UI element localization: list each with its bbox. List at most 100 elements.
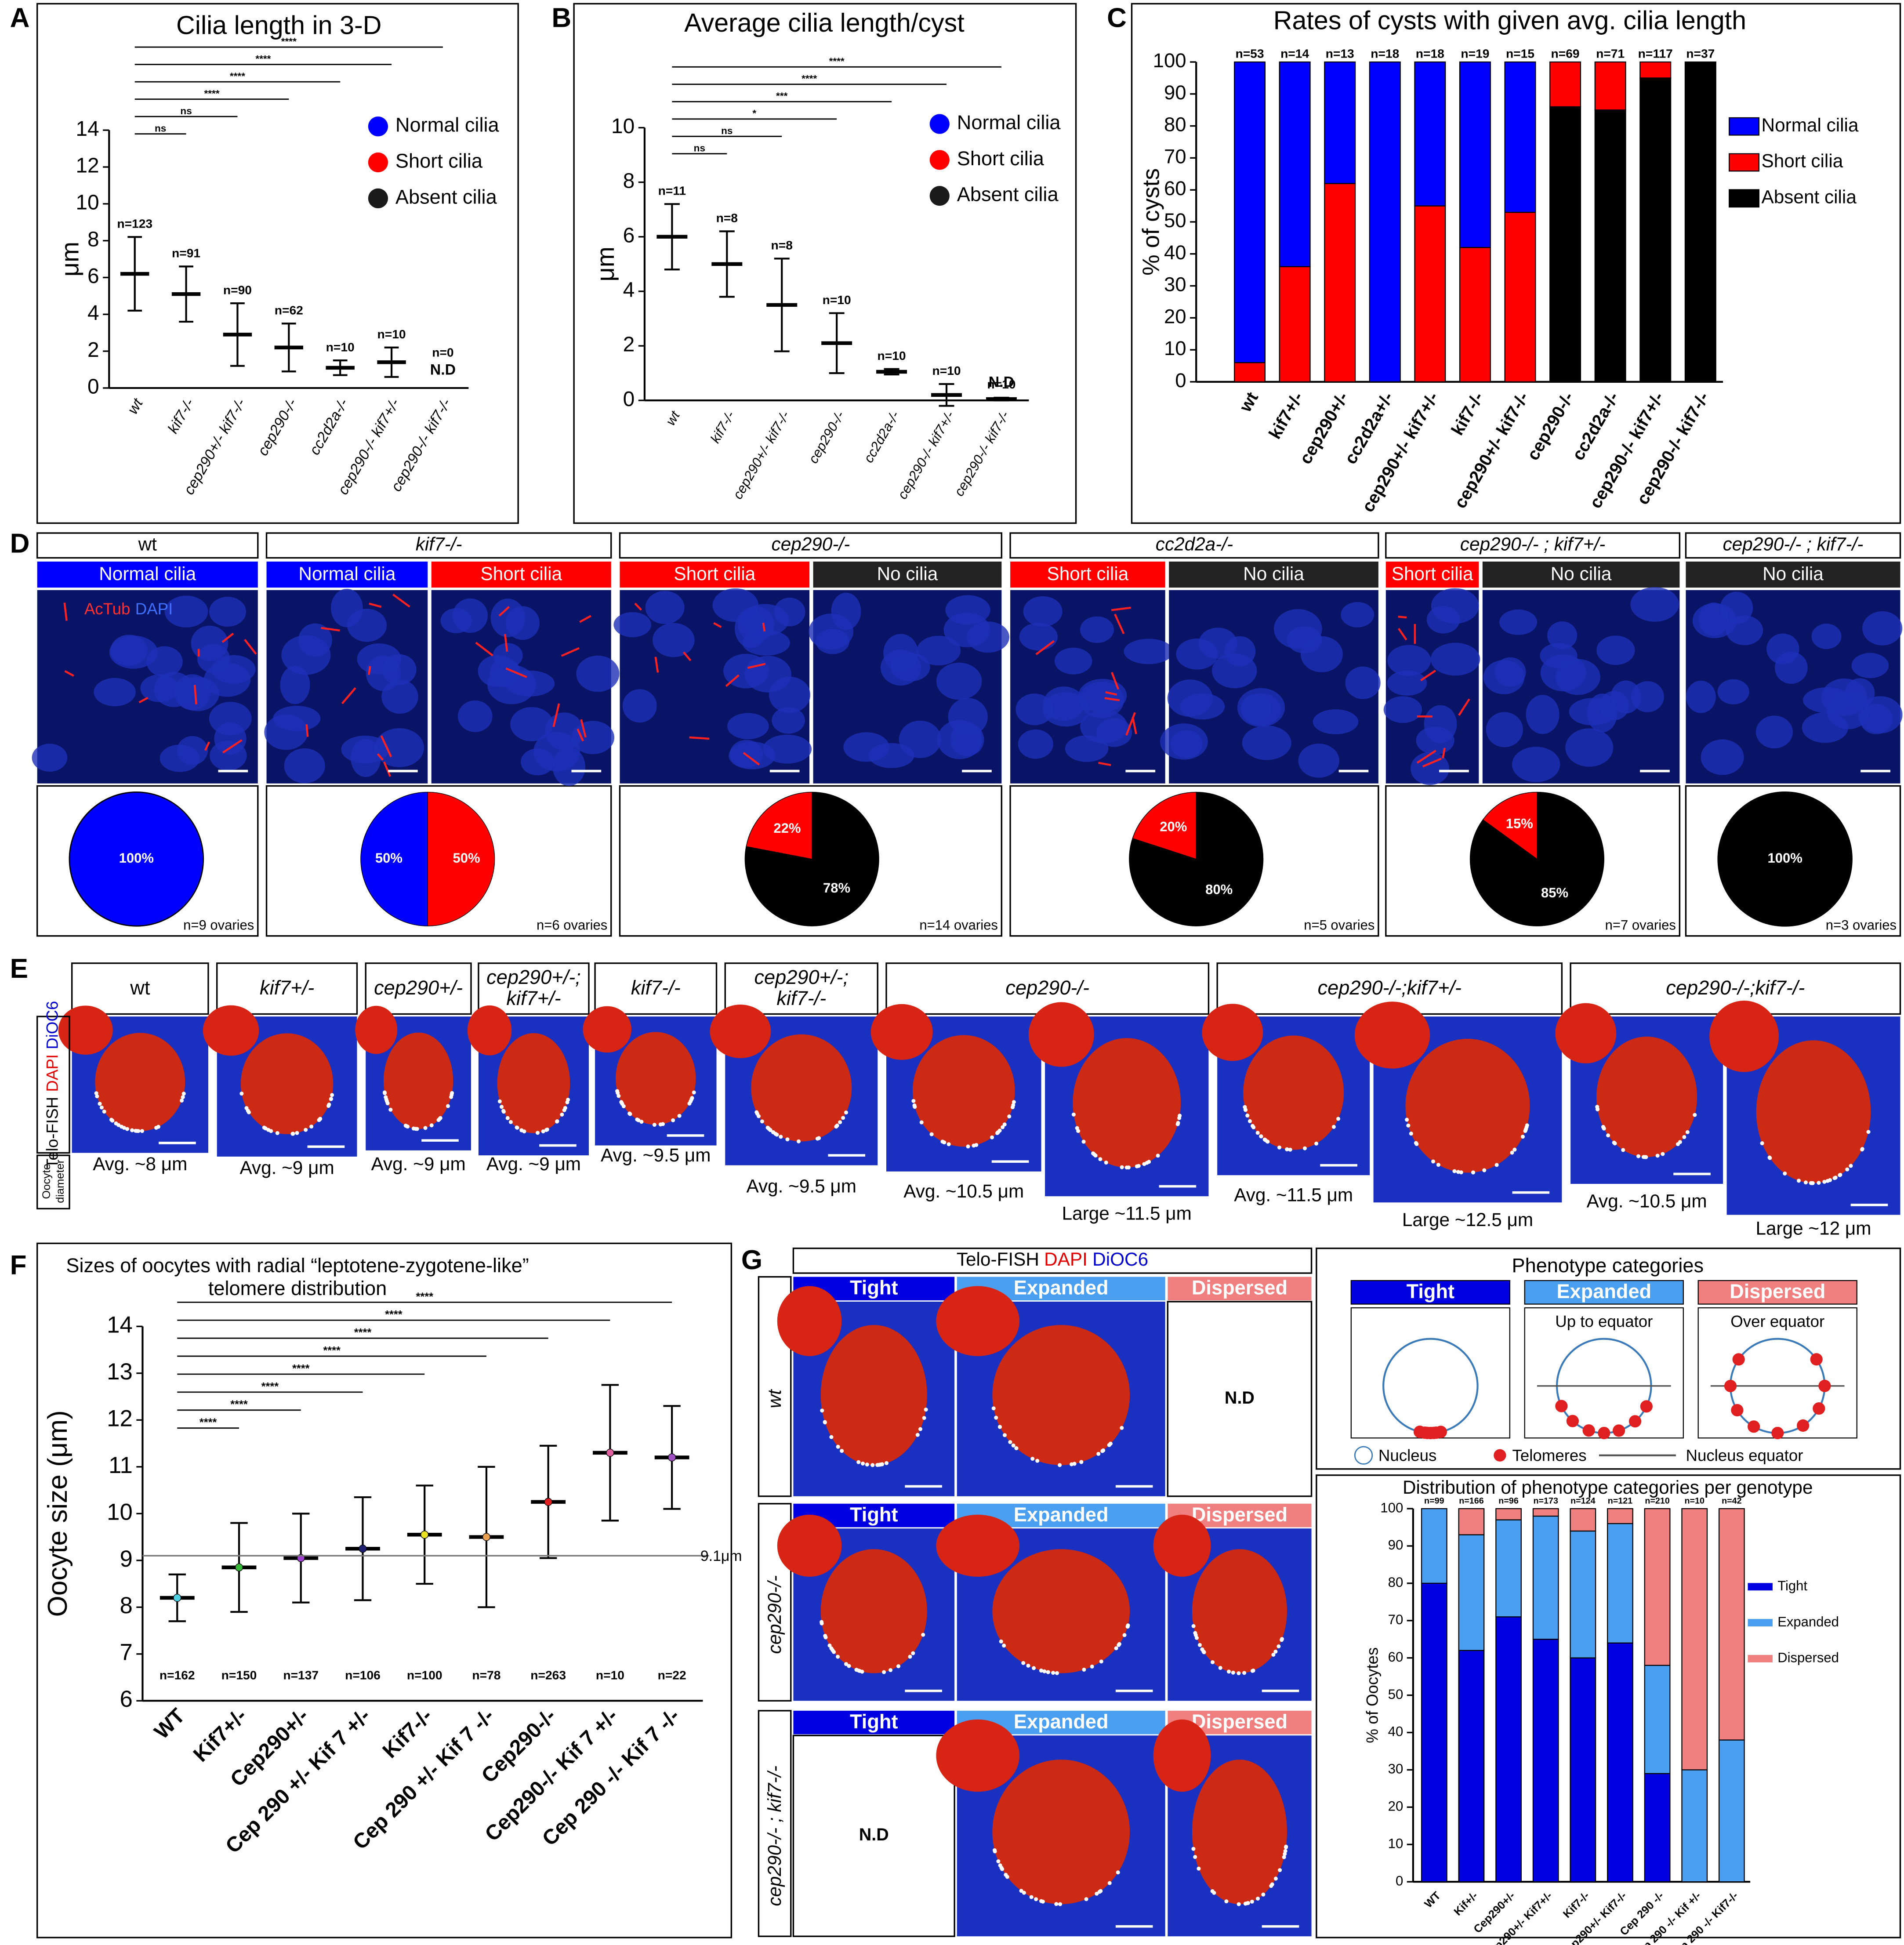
telomere [771, 1130, 776, 1135]
telomere [1046, 1670, 1050, 1674]
nucleus [1015, 693, 1054, 726]
nucleus [1240, 693, 1272, 723]
y-tick-label: 10 [1388, 1836, 1404, 1851]
bar-segment [1681, 1508, 1708, 1771]
bar-segment [1504, 211, 1536, 382]
telomere [1832, 1176, 1837, 1180]
nucleus [1080, 616, 1114, 643]
telomere [1606, 1133, 1610, 1138]
telomere [884, 1461, 889, 1465]
caption: Avg. ~9.5 μm [601, 1145, 711, 1165]
row-label-box [758, 1276, 792, 1497]
telomere [999, 1865, 1004, 1870]
telomere [1822, 1179, 1827, 1184]
n-label: n=8 [771, 238, 793, 252]
significance-label: **** [829, 56, 845, 67]
n-label: n=71 [1596, 47, 1625, 61]
cilium [552, 703, 560, 727]
n-label: n=123 [117, 217, 152, 231]
telomere [156, 1125, 160, 1129]
telomere [1845, 1167, 1850, 1172]
y-tick-label: 8 [623, 169, 635, 192]
telomere [1825, 1179, 1830, 1183]
header-label: Telo-FISH DAPI DiOC6 [957, 1249, 1148, 1270]
telomere [1248, 1119, 1252, 1123]
telomere [836, 1655, 840, 1659]
mean-dot [482, 1533, 491, 1541]
telomere [1156, 1154, 1160, 1158]
cilium [1104, 697, 1120, 701]
x-tick-label: kif7-/- [1447, 389, 1487, 439]
x-tick-label: Kif7-/- [1561, 1890, 1592, 1921]
row-label: wt [764, 1389, 785, 1408]
telomere [911, 1651, 915, 1655]
telomere [1012, 1100, 1016, 1104]
nucleus [622, 689, 657, 723]
n-label: n=162 [160, 1668, 195, 1682]
nucleus [154, 672, 194, 707]
telomere [1117, 1643, 1121, 1647]
pie-slice [1132, 791, 1197, 860]
pie-label: 80% [1205, 882, 1233, 897]
telomere [947, 1142, 951, 1147]
legend-icon [1494, 1449, 1506, 1462]
x-tick-label: kif7+/- [1265, 389, 1307, 443]
telomere [1193, 1631, 1197, 1635]
cilium [1111, 672, 1120, 690]
telomere [635, 1117, 639, 1121]
cilium [204, 741, 210, 751]
telomere [180, 1098, 184, 1103]
telomere-dot [1555, 1400, 1568, 1412]
telomere [652, 1123, 656, 1127]
nucleus [1756, 1040, 1871, 1183]
significance-label: **** [281, 36, 297, 47]
telomere [1414, 1141, 1418, 1145]
cilium [475, 642, 493, 657]
telomere [1191, 1624, 1196, 1628]
telomere [882, 1670, 886, 1674]
telomere [1250, 1899, 1254, 1904]
telomere [244, 1106, 249, 1110]
y-axis-label: % of Oocytes [1363, 1647, 1381, 1743]
telomere [1273, 1876, 1278, 1881]
telomere [94, 1091, 98, 1096]
telomere [844, 1662, 849, 1666]
x-tick-label: cep290-/- [254, 396, 300, 459]
pie-label: 100% [119, 850, 154, 866]
telomere [1202, 1650, 1206, 1655]
telomere [1803, 1180, 1808, 1185]
side-word: DiOC6 [43, 1001, 61, 1049]
blob [1153, 1514, 1211, 1577]
y-tick-label: 10 [611, 115, 635, 138]
n-label: n=37 [1686, 47, 1715, 61]
telomere [940, 1139, 945, 1144]
telomere [689, 1097, 694, 1102]
group-header [71, 962, 209, 1015]
telomere [1277, 1145, 1282, 1150]
telomere [136, 1129, 141, 1133]
telomere [1601, 1125, 1605, 1129]
telomere [404, 1124, 409, 1129]
telomere [775, 1132, 779, 1137]
telomere [829, 1435, 834, 1439]
header-word: Telo-FISH [957, 1249, 1039, 1270]
nucleus [751, 1034, 852, 1142]
telomere [996, 1859, 1001, 1864]
caption: Avg. ~9 μm [486, 1154, 581, 1174]
bar-segment [1279, 266, 1311, 382]
group-title: wt [138, 533, 157, 554]
significance-label: **** [204, 88, 219, 99]
n-label: n=22 [658, 1668, 686, 1682]
cilium [1442, 748, 1446, 759]
bar-segment [1549, 61, 1581, 108]
nucleus [210, 740, 247, 771]
nucleus [1821, 678, 1868, 716]
telomere [1030, 1457, 1035, 1461]
cilium [504, 634, 508, 652]
column-label: Tight [850, 1503, 898, 1526]
nucleus [950, 723, 984, 756]
y-tick-label: 2 [87, 338, 99, 362]
telomere [1643, 1155, 1648, 1159]
category-bar [1169, 561, 1378, 588]
column-label: Dispersed [1192, 1277, 1287, 1299]
